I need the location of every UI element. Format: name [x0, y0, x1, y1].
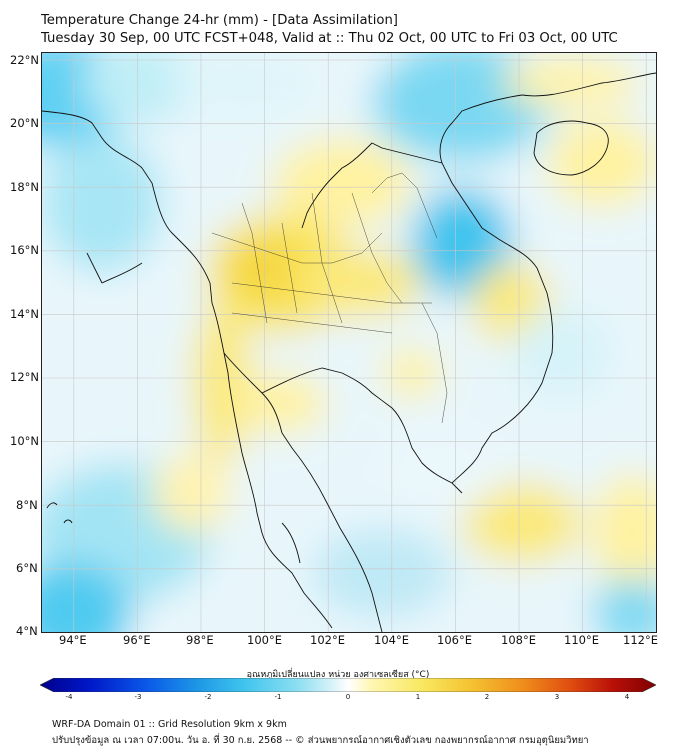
lat-label: 10°N	[10, 434, 39, 448]
temperature-field	[42, 53, 656, 632]
lon-label: 102°E	[310, 633, 345, 647]
colorbar-tick: -2	[204, 693, 212, 701]
colorbar-tick: -3	[134, 693, 142, 701]
lon-label: 96°E	[123, 633, 151, 647]
admin-borders	[211, 172, 448, 424]
colorbar-tick: 1	[415, 693, 421, 701]
lon-label: 100°E	[247, 633, 282, 647]
lat-label: 14°N	[10, 307, 39, 321]
map-title: Temperature Change 24-hr (mm) - [Data As…	[41, 12, 618, 48]
coastlines	[42, 72, 656, 632]
colorbar-tick: 4	[624, 693, 630, 701]
colorbar-title: อุณหภูมิเปลี่ยนแปลง หน่วย องศาเซลเซียส (…	[246, 670, 430, 680]
lat-label: 22°N	[10, 53, 39, 67]
colorbar-tick: -4	[65, 693, 73, 701]
map-panel[interactable]	[41, 52, 657, 633]
graticule	[42, 53, 656, 632]
map-title-line2: Tuesday 30 Sep, 00 UTC FCST+048, Valid a…	[41, 31, 618, 46]
map-canvas	[42, 53, 656, 632]
lat-label: 6°N	[16, 561, 38, 575]
colorbar	[40, 678, 656, 692]
colorbar-tick: -1	[274, 693, 282, 701]
lat-label: 18°N	[10, 180, 39, 194]
lat-label: 20°N	[10, 116, 39, 130]
lon-label: 112°E	[623, 633, 658, 647]
lat-label: 16°N	[10, 243, 39, 257]
lat-label: 8°N	[16, 498, 38, 512]
lat-label: 12°N	[10, 370, 39, 384]
lon-label: 104°E	[374, 633, 409, 647]
lon-label: 110°E	[564, 633, 599, 647]
lon-label: 106°E	[437, 633, 472, 647]
lon-label: 94°E	[59, 633, 87, 647]
map-title-line1: Temperature Change 24-hr (mm) - [Data As…	[41, 13, 398, 28]
lat-label: 4°N	[16, 624, 38, 638]
colorbar-tick: 2	[484, 693, 490, 701]
lon-label: 98°E	[186, 633, 214, 647]
colorbar-tick: 3	[554, 693, 560, 701]
lon-label: 108°E	[501, 633, 536, 647]
footer-model-info: WRF-DA Domain 01 :: Grid Resolution 9km …	[52, 719, 287, 730]
colorbar-tick: 0	[345, 693, 351, 701]
footer-credit: ปรับปรุงข้อมูล ณ เวลา 07:00น. วัน อ. ที่…	[52, 735, 589, 746]
